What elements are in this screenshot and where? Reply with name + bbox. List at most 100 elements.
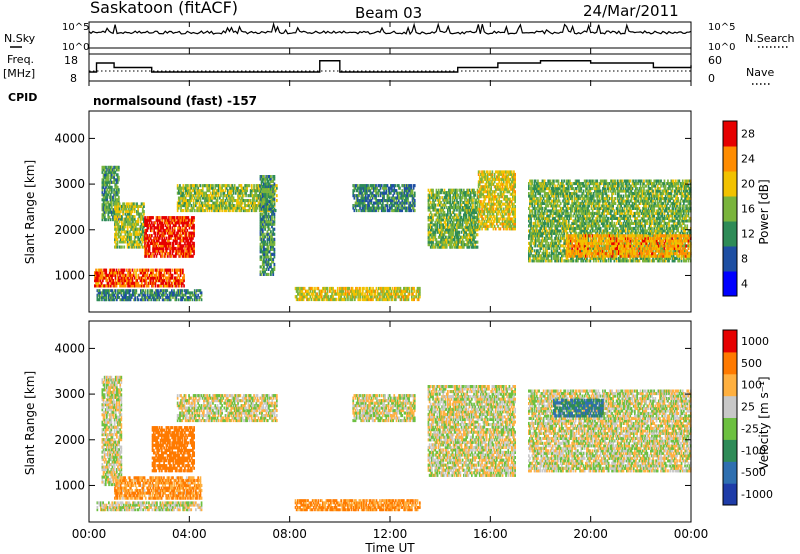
heatmap-cell	[144, 236, 146, 240]
heatmap-cell	[103, 298, 106, 302]
heatmap-cell	[102, 276, 104, 280]
heatmap-cell	[136, 240, 138, 244]
heatmap-cell	[151, 216, 153, 220]
heatmap-cell	[99, 281, 102, 285]
heatmap-cell	[187, 289, 189, 293]
heatmap-cell	[122, 279, 125, 283]
heatmap-cell	[101, 185, 104, 189]
heatmap-cell	[103, 296, 106, 299]
heatmap-cell	[144, 218, 146, 222]
heatmap-cell	[160, 268, 162, 272]
heatmap-cell	[177, 249, 179, 253]
heatmap-cell	[191, 291, 194, 295]
heatmap-cell	[190, 194, 193, 198]
heatmap-cell	[138, 245, 141, 249]
heatmap-cell	[126, 202, 129, 206]
heatmap-cell	[171, 276, 174, 280]
heatmap-cell	[107, 203, 110, 207]
heatmap-cell	[168, 226, 170, 230]
heatmap-cell	[114, 200, 117, 204]
heatmap-cell	[111, 273, 113, 277]
heatmap-cell	[189, 199, 191, 203]
heatmap-cell	[102, 198, 105, 202]
heatmap-cell	[167, 268, 169, 272]
heatmap-cell	[157, 239, 160, 243]
heatmap-cell	[148, 236, 151, 240]
heatmap-cell	[157, 223, 160, 227]
heatmap-cell	[163, 252, 166, 256]
heatmap-cell	[183, 186, 186, 190]
heatmap-cell	[146, 216, 149, 220]
heatmap-cell	[140, 204, 143, 208]
heatmap-cell	[129, 289, 132, 293]
heatmap-cell	[190, 244, 193, 248]
heatmap-cell	[156, 284, 159, 288]
heatmap-cell	[132, 215, 135, 219]
heatmap-cell	[168, 252, 170, 256]
heatmap-cell	[154, 252, 157, 256]
heatmap-cell	[178, 249, 181, 253]
heatmap-cell	[135, 276, 137, 280]
heatmap-cell	[161, 273, 164, 277]
heatmap-cell	[122, 298, 125, 302]
heatmap-cell	[132, 230, 135, 234]
heatmap-cell	[102, 168, 105, 172]
heatmap-cell	[111, 298, 114, 302]
heatmap-cell	[143, 293, 146, 297]
heatmap-cell	[172, 254, 175, 258]
heatmap-cell	[166, 284, 168, 288]
heatmap-cell	[186, 249, 189, 253]
heatmap-cell	[149, 254, 152, 258]
heatmap-cell	[188, 231, 191, 235]
heatmap-cell	[161, 254, 163, 258]
heatmap-cell	[118, 210, 121, 214]
heatmap-cell	[166, 289, 169, 293]
heatmap-cell	[108, 195, 111, 199]
heatmap-cell	[124, 276, 127, 280]
heatmap-cell	[129, 273, 132, 277]
heatmap-cell	[148, 223, 151, 227]
heatmap-cell	[160, 284, 162, 288]
heatmap-cell	[180, 196, 182, 200]
heatmap-cell	[184, 191, 187, 195]
heatmap-cell	[476, 240, 479, 244]
heatmap-cell	[134, 232, 137, 236]
heatmap-cell	[99, 268, 102, 272]
heatmap-cell	[189, 252, 192, 256]
heatmap-cell	[199, 184, 202, 188]
heatmap-cell	[178, 234, 181, 238]
heatmap-cell	[124, 217, 127, 221]
heatmap-cell	[167, 228, 169, 233]
heatmap-cell	[133, 207, 136, 211]
heatmap-cell	[180, 221, 183, 225]
heatmap-cell	[156, 279, 159, 283]
heatmap-cell	[118, 281, 120, 285]
heatmap-cell	[115, 237, 117, 241]
heatmap-cell	[157, 291, 159, 295]
heatmap-cell	[161, 293, 164, 297]
heatmap-cell	[171, 289, 173, 293]
heatmap-cell	[133, 230, 136, 234]
heatmap-cell	[105, 195, 107, 199]
heatmap-cell	[117, 215, 120, 219]
heatmap-cell	[137, 217, 139, 221]
heatmap-cell	[193, 223, 195, 227]
heatmap-cell	[164, 281, 167, 285]
heatmap-cell	[131, 279, 134, 283]
heatmap-cell	[192, 189, 195, 193]
heatmap-cell	[152, 246, 154, 251]
heatmap-cell	[177, 291, 180, 295]
heatmap-cell	[363, 286, 365, 291]
freq-label-2: [MHz]	[3, 67, 35, 80]
heatmap-cell	[106, 175, 108, 179]
heatmap-cell	[179, 231, 182, 235]
heatmap-cell	[114, 198, 117, 202]
heatmap-cell	[101, 178, 104, 182]
heatmap-cell	[160, 244, 162, 248]
heatmap-cell	[172, 216, 175, 220]
heatmap-cell	[171, 231, 174, 235]
heatmap-cell	[156, 239, 159, 243]
freq-tick-bottom: 8	[70, 72, 77, 85]
heatmap-cell	[189, 184, 191, 188]
heatmap-cell	[139, 276, 142, 280]
